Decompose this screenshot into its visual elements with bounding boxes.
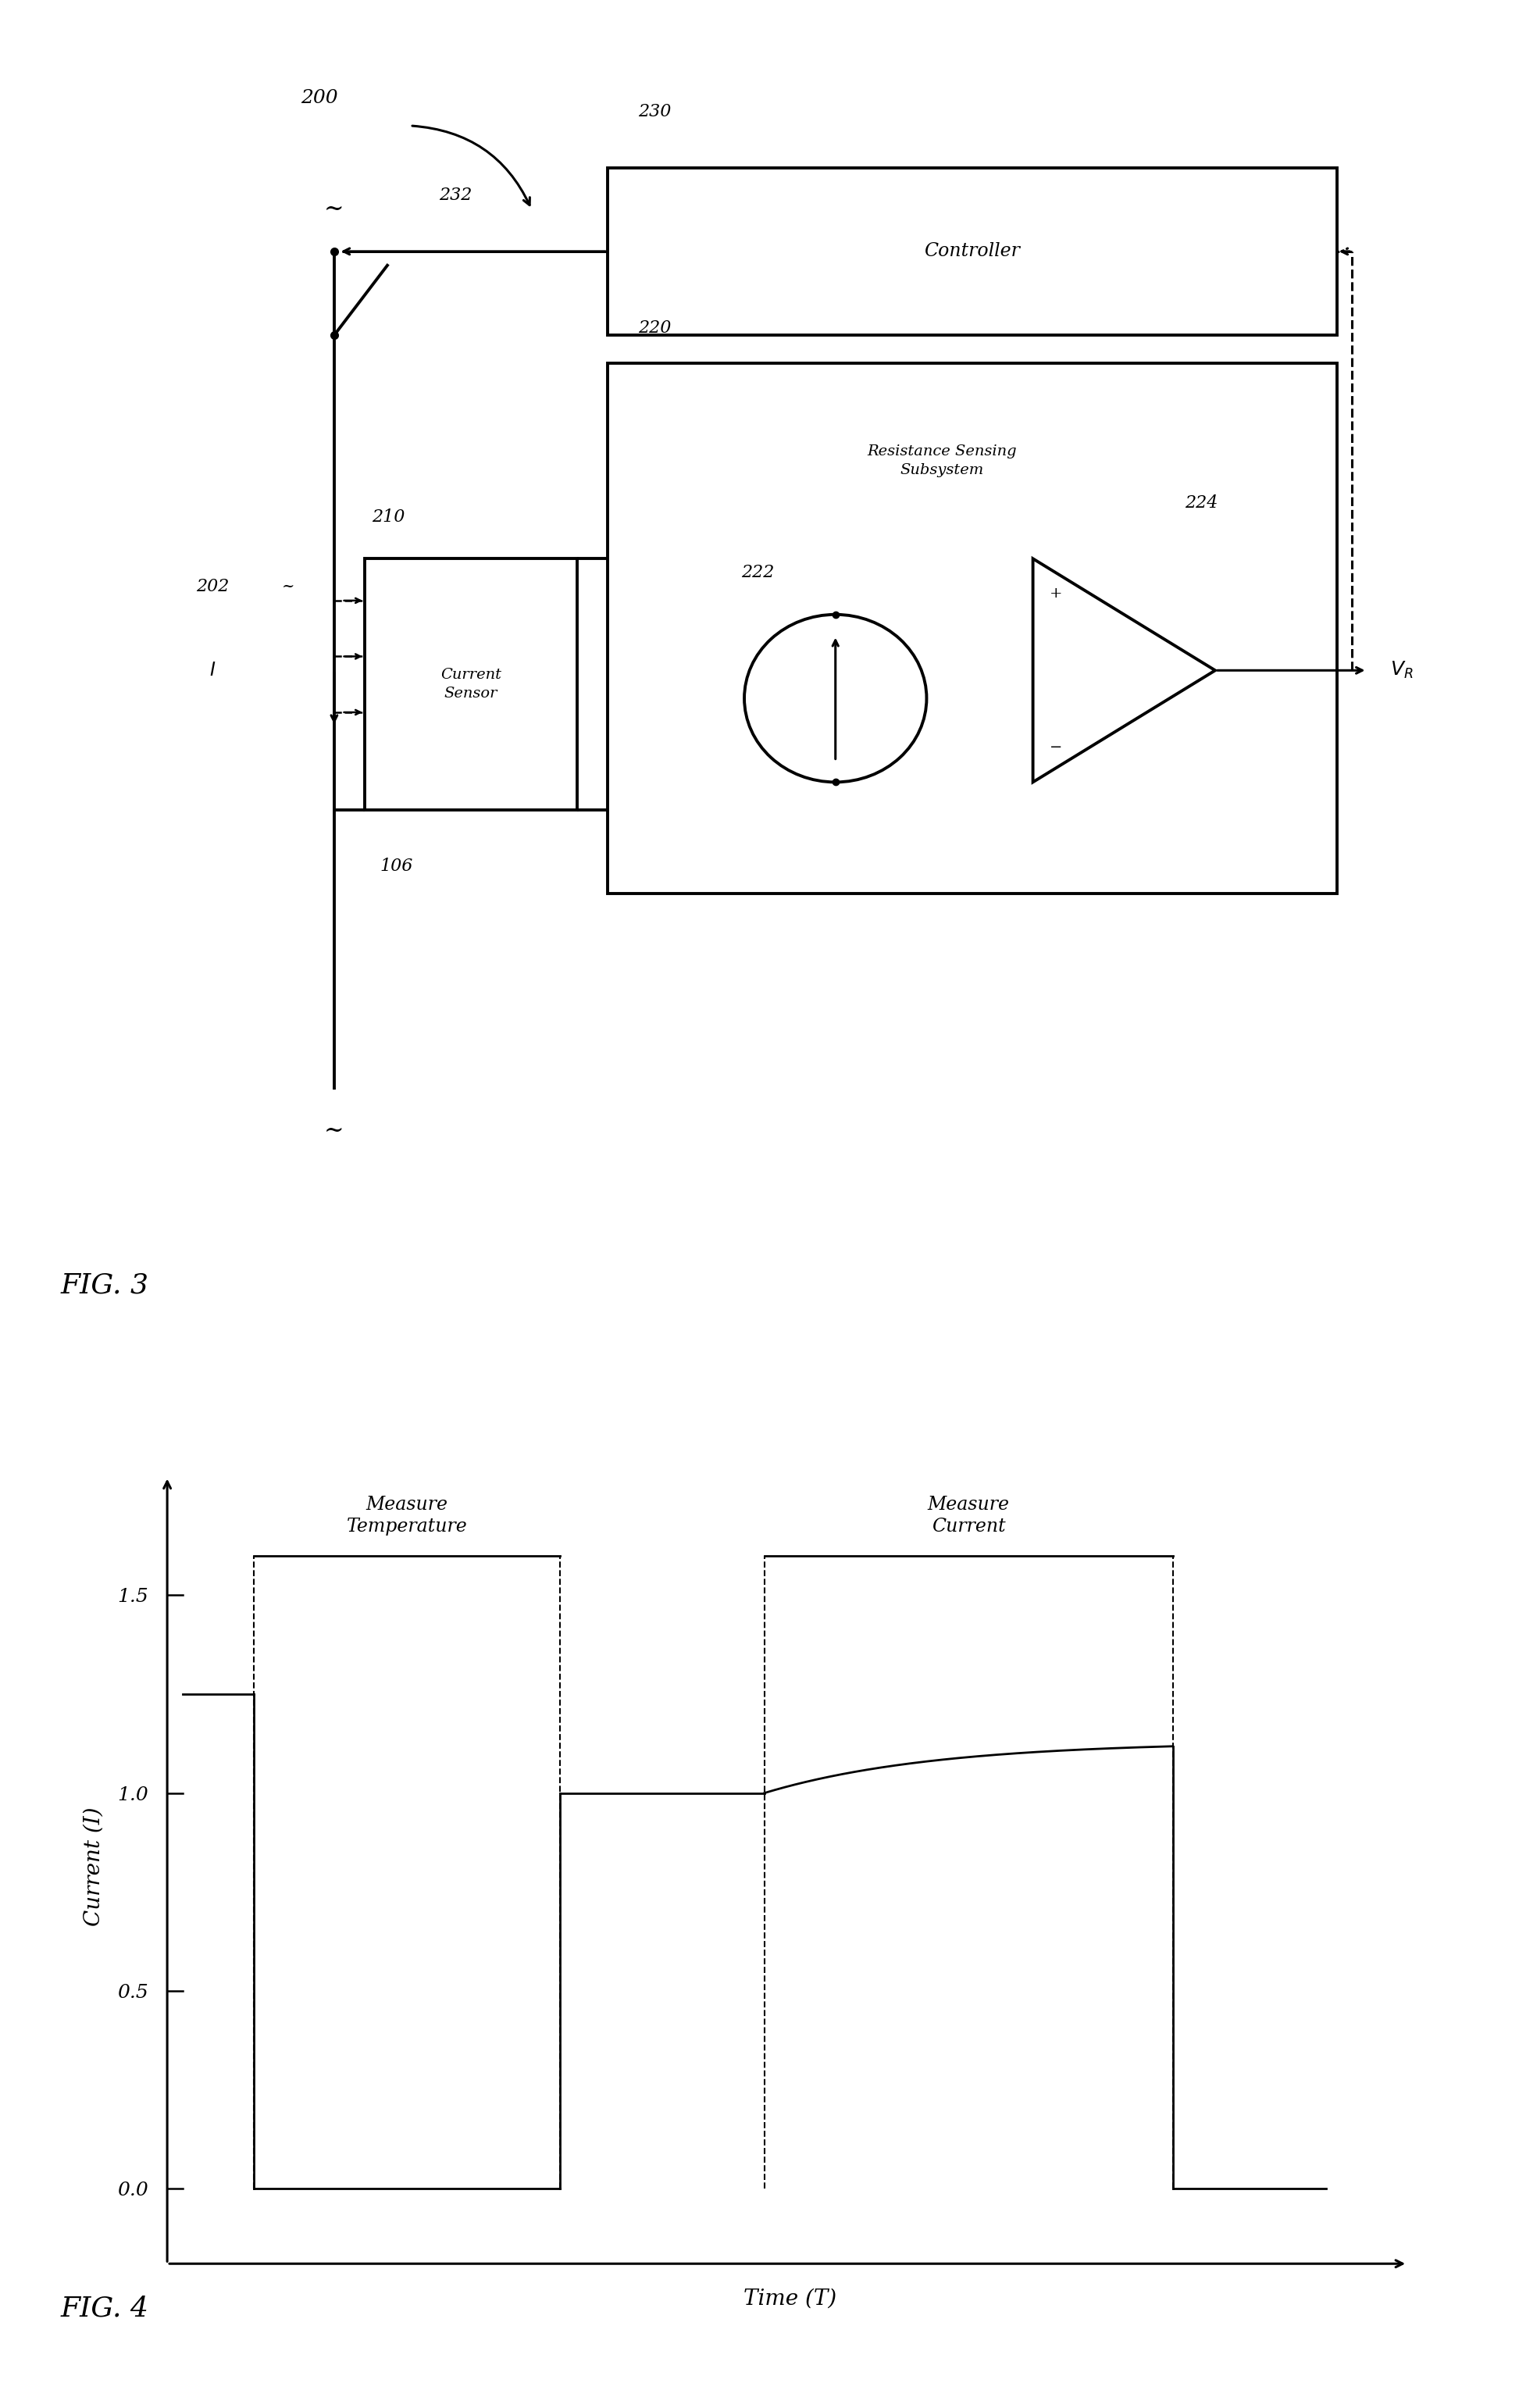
X-axis label: Time (T): Time (T)	[743, 2288, 837, 2309]
Text: $V_R$: $V_R$	[1390, 660, 1413, 681]
Text: Resistance Sensing
Subsystem: Resistance Sensing Subsystem	[867, 445, 1016, 477]
Text: 106: 106	[380, 857, 413, 874]
FancyBboxPatch shape	[365, 559, 577, 809]
Text: Measure
Temperature: Measure Temperature	[346, 1495, 468, 1536]
Text: 232: 232	[439, 188, 472, 205]
Text: $I$: $I$	[210, 662, 216, 679]
Text: Measure
Current: Measure Current	[928, 1495, 1010, 1536]
Text: 222: 222	[741, 563, 775, 580]
Text: 230: 230	[638, 104, 671, 120]
Text: ~: ~	[324, 197, 345, 222]
Text: Controller: Controller	[924, 243, 1021, 260]
Text: ~: ~	[324, 1120, 345, 1144]
Polygon shape	[1033, 559, 1215, 783]
Text: Current
Sensor: Current Sensor	[441, 667, 501, 701]
Y-axis label: Current (I): Current (I)	[84, 1806, 103, 1926]
Text: +: +	[1050, 588, 1062, 600]
Text: 220: 220	[638, 320, 671, 337]
Text: 200: 200	[301, 89, 337, 106]
Text: ~: ~	[283, 580, 295, 595]
Text: FIG. 4: FIG. 4	[61, 2295, 149, 2321]
Text: 210: 210	[372, 508, 406, 525]
FancyBboxPatch shape	[608, 169, 1337, 335]
FancyBboxPatch shape	[608, 364, 1337, 893]
Text: 202: 202	[196, 578, 229, 595]
Text: FIG. 3: FIG. 3	[61, 1271, 149, 1298]
Text: 224: 224	[1185, 494, 1218, 510]
Text: −: −	[1050, 739, 1062, 754]
